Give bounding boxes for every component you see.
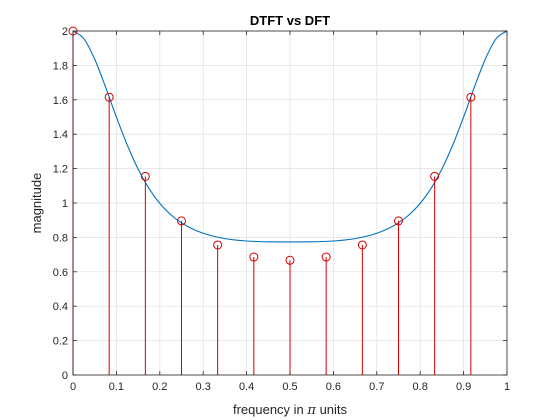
y-tick-label: 2 [62, 26, 68, 38]
y-tick-label: 1.6 [53, 95, 68, 107]
y-tick-label: 0.2 [53, 336, 68, 348]
y-tick-label: 1 [62, 198, 68, 210]
x-tick-label: 0.3 [196, 381, 211, 393]
y-tick-label: 0.6 [53, 267, 68, 279]
chart-title: DTFT vs DFT [250, 13, 330, 28]
y-tick-label: 0.8 [53, 232, 68, 244]
y-axis-label: magnitude [29, 173, 44, 234]
y-tick-label: 0 [62, 370, 68, 382]
x-tick-label: 0.1 [109, 381, 124, 393]
x-tick-label: 0.2 [152, 381, 167, 393]
x-tick-label: 0.4 [239, 381, 254, 393]
x-tick-label: 0.7 [369, 381, 384, 393]
y-tick-label: 1.8 [53, 60, 68, 72]
x-tick-label: 0.5 [282, 381, 297, 393]
y-tick-label: 1.2 [53, 164, 68, 176]
x-tick-label: 0.9 [456, 381, 471, 393]
y-tick-label: 0.4 [53, 301, 68, 313]
x-tick-label: 0.8 [413, 381, 428, 393]
x-tick-label: 0 [70, 381, 76, 393]
x-tick-labels: 0 0.1 0.2 0.3 0.4 0.5 0.6 0.7 0.8 0.9 1 [70, 381, 510, 393]
y-tick-label: 1.4 [53, 129, 68, 141]
x-tick-label: 0.6 [326, 381, 341, 393]
x-axis-label: frequency in π units [233, 402, 348, 418]
y-tick-labels: 0 0.2 0.4 0.6 0.8 1 1.2 1.4 1.6 1.8 2 [53, 26, 68, 382]
x-tick-label: 1 [504, 381, 510, 393]
